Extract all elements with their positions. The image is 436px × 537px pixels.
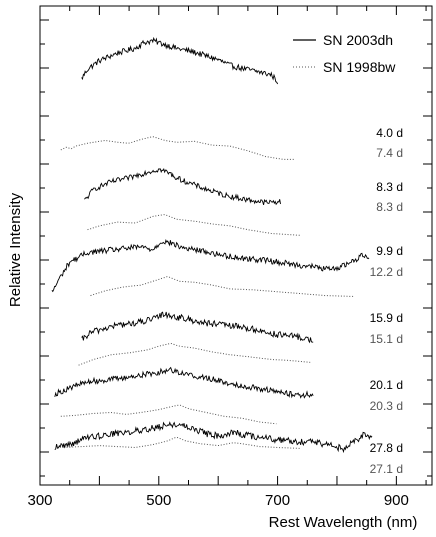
axis-ticks: 300 500 700 900	[27, 6, 432, 509]
spectra-series	[51, 36, 373, 454]
series-sn1998bw-122d	[90, 276, 355, 297]
x-tick-label: 700	[265, 492, 290, 509]
epoch-label-sn2003dh: 20.1 d	[370, 378, 403, 392]
epoch-label-sn2003dh: 4.0 d	[376, 126, 403, 140]
legend-label-sn2003dh: SN 2003dh	[323, 32, 393, 48]
epoch-labels: 4.0 d 7.4 d 8.3 d 8.3 d 9.9 d 12.2 d 15.9 d 15.…	[370, 126, 403, 476]
epoch-label-sn1998bw: 15.1 d	[370, 332, 403, 346]
epoch-label-sn2003dh: 27.8 d	[370, 441, 403, 455]
legend-label-sn1998bw: SN 1998bw	[323, 59, 396, 75]
series-sn2003dh-83d	[84, 168, 281, 206]
series-sn2003dh-201d	[54, 366, 314, 399]
x-tick-label: 300	[27, 492, 52, 509]
x-tick-label: 900	[384, 492, 409, 509]
series-sn1998bw-83d	[87, 214, 302, 236]
series-sn2003dh-40d	[81, 36, 279, 85]
series-sn2003dh-159d	[81, 311, 314, 344]
epoch-label-sn2003dh: 9.9 d	[376, 244, 403, 258]
epoch-label-sn1998bw: 12.2 d	[370, 265, 403, 279]
x-axis-title: Rest Wavelength (nm)	[269, 514, 418, 531]
epoch-label-sn1998bw: 8.3 d	[376, 200, 403, 214]
series-sn1998bw-203d	[60, 404, 277, 425]
series-sn1998bw-271d	[63, 436, 301, 449]
x-tick-label: 500	[146, 492, 171, 509]
series-sn1998bw-74d	[60, 136, 295, 160]
plot-axes	[39, 5, 433, 486]
series-sn2003dh-99d	[51, 239, 370, 293]
plot-frame	[39, 5, 433, 486]
y-axis-title: Relative Intensity	[7, 192, 24, 307]
series-sn2003dh-278d	[54, 421, 373, 454]
series-sn1998bw-151d	[78, 342, 311, 366]
epoch-label-sn2003dh: 8.3 d	[376, 180, 403, 194]
epoch-label-sn1998bw: 7.4 d	[376, 146, 403, 160]
legend: SN 2003dh SN 1998bw	[293, 32, 396, 75]
epoch-label-sn1998bw: 20.3 d	[370, 399, 403, 413]
epoch-label-sn1998bw: 27.1 d	[370, 462, 403, 476]
epoch-label-sn2003dh: 15.9 d	[370, 311, 403, 325]
